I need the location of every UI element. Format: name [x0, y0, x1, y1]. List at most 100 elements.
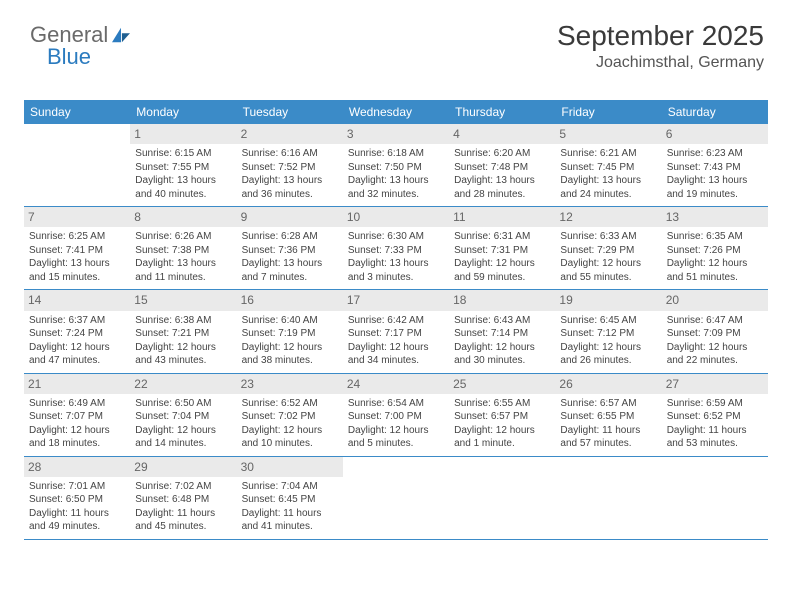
daylight-text: Daylight: 12 hours and 51 minutes. — [667, 257, 763, 284]
sunset-text: Sunset: 7:50 PM — [348, 161, 444, 175]
sunrise-text: Sunrise: 6:40 AM — [242, 314, 338, 328]
sunset-text: Sunset: 6:48 PM — [135, 493, 231, 507]
dow-friday: Friday — [555, 100, 661, 124]
daylight-text: Daylight: 12 hours and 1 minute. — [454, 424, 550, 451]
daylight-text: Daylight: 12 hours and 26 minutes. — [560, 341, 656, 368]
day-number: 6 — [662, 124, 768, 144]
calendar-cell: 2Sunrise: 6:16 AMSunset: 7:52 PMDaylight… — [237, 124, 343, 206]
day-number: 2 — [237, 124, 343, 144]
daylight-text: Daylight: 11 hours and 53 minutes. — [667, 424, 763, 451]
calendar-cell: 8Sunrise: 6:26 AMSunset: 7:38 PMDaylight… — [130, 207, 236, 289]
sunset-text: Sunset: 7:04 PM — [135, 410, 231, 424]
day-number: 3 — [343, 124, 449, 144]
calendar-cell: 11Sunrise: 6:31 AMSunset: 7:31 PMDayligh… — [449, 207, 555, 289]
calendar-cell: 30Sunrise: 7:04 AMSunset: 6:45 PMDayligh… — [237, 457, 343, 539]
calendar-cell: 17Sunrise: 6:42 AMSunset: 7:17 PMDayligh… — [343, 290, 449, 372]
day-number: 14 — [24, 290, 130, 310]
sunset-text: Sunset: 7:43 PM — [667, 161, 763, 175]
sunrise-text: Sunrise: 6:20 AM — [454, 147, 550, 161]
day-number: 9 — [237, 207, 343, 227]
daylight-text: Daylight: 11 hours and 49 minutes. — [29, 507, 125, 534]
calendar-cell: 28Sunrise: 7:01 AMSunset: 6:50 PMDayligh… — [24, 457, 130, 539]
sunset-text: Sunset: 7:31 PM — [454, 244, 550, 258]
day-number: 26 — [555, 374, 661, 394]
sunset-text: Sunset: 7:48 PM — [454, 161, 550, 175]
calendar-cell — [343, 457, 449, 539]
dow-sunday: Sunday — [24, 100, 130, 124]
sunset-text: Sunset: 6:45 PM — [242, 493, 338, 507]
calendar-cell: 24Sunrise: 6:54 AMSunset: 7:00 PMDayligh… — [343, 374, 449, 456]
sunset-text: Sunset: 7:17 PM — [348, 327, 444, 341]
daylight-text: Daylight: 11 hours and 57 minutes. — [560, 424, 656, 451]
sunset-text: Sunset: 7:02 PM — [242, 410, 338, 424]
daylight-text: Daylight: 13 hours and 36 minutes. — [242, 174, 338, 201]
page-title: September 2025 — [557, 20, 764, 52]
sunset-text: Sunset: 7:07 PM — [29, 410, 125, 424]
sunrise-text: Sunrise: 6:59 AM — [667, 397, 763, 411]
daylight-text: Daylight: 13 hours and 3 minutes. — [348, 257, 444, 284]
sunset-text: Sunset: 7:12 PM — [560, 327, 656, 341]
sunset-text: Sunset: 7:00 PM — [348, 410, 444, 424]
sunrise-text: Sunrise: 6:37 AM — [29, 314, 125, 328]
daylight-text: Daylight: 13 hours and 19 minutes. — [667, 174, 763, 201]
calendar-cell: 6Sunrise: 6:23 AMSunset: 7:43 PMDaylight… — [662, 124, 768, 206]
day-number: 29 — [130, 457, 236, 477]
daylight-text: Daylight: 13 hours and 32 minutes. — [348, 174, 444, 201]
dow-monday: Monday — [130, 100, 236, 124]
sunrise-text: Sunrise: 6:21 AM — [560, 147, 656, 161]
day-number: 19 — [555, 290, 661, 310]
day-number: 15 — [130, 290, 236, 310]
calendar-cell: 1Sunrise: 6:15 AMSunset: 7:55 PMDaylight… — [130, 124, 236, 206]
day-number: 21 — [24, 374, 130, 394]
daylight-text: Daylight: 12 hours and 47 minutes. — [29, 341, 125, 368]
daylight-text: Daylight: 13 hours and 11 minutes. — [135, 257, 231, 284]
daylight-text: Daylight: 13 hours and 7 minutes. — [242, 257, 338, 284]
calendar: Sunday Monday Tuesday Wednesday Thursday… — [24, 100, 768, 540]
calendar-cell: 12Sunrise: 6:33 AMSunset: 7:29 PMDayligh… — [555, 207, 661, 289]
dow-wednesday: Wednesday — [343, 100, 449, 124]
sunrise-text: Sunrise: 6:57 AM — [560, 397, 656, 411]
sunrise-text: Sunrise: 6:26 AM — [135, 230, 231, 244]
sunset-text: Sunset: 7:21 PM — [135, 327, 231, 341]
sunrise-text: Sunrise: 6:52 AM — [242, 397, 338, 411]
day-number: 7 — [24, 207, 130, 227]
week-row: 7 Sunrise: 6:25 AMSunset: 7:41 PM Daylight… — [24, 207, 768, 290]
daylight-text: Daylight: 12 hours and 10 minutes. — [242, 424, 338, 451]
calendar-cell — [662, 457, 768, 539]
dow-saturday: Saturday — [662, 100, 768, 124]
day-of-week-header: Sunday Monday Tuesday Wednesday Thursday… — [24, 100, 768, 124]
sunset-text: Sunset: 7:38 PM — [135, 244, 231, 258]
sunset-text: Sunset: 6:55 PM — [560, 410, 656, 424]
sunset-text: Sunset: 7:41 PM — [29, 244, 125, 258]
sunrise-text: Sunrise: 6:15 AM — [135, 147, 231, 161]
daylight-text: Daylight: 13 hours and 40 minutes. — [135, 174, 231, 201]
sunrise-text: Sunrise: 6:25 AM — [29, 230, 125, 244]
day-number: 17 — [343, 290, 449, 310]
day-number: 20 — [662, 290, 768, 310]
daylight-text: Daylight: 12 hours and 30 minutes. — [454, 341, 550, 368]
daylight-text: Daylight: 12 hours and 59 minutes. — [454, 257, 550, 284]
day-number: 1 — [130, 124, 236, 144]
calendar-cell: 20Sunrise: 6:47 AMSunset: 7:09 PMDayligh… — [662, 290, 768, 372]
sunset-text: Sunset: 6:52 PM — [667, 410, 763, 424]
calendar-cell: 26 Sunrise: 6:57 AMSunset: 6:55 PMDayligh… — [555, 374, 661, 456]
day-number: 24 — [343, 374, 449, 394]
sunset-text: Sunset: 7:09 PM — [667, 327, 763, 341]
day-number: 25 — [449, 374, 555, 394]
sunrise-text: Sunrise: 6:54 AM — [348, 397, 444, 411]
calendar-cell: 21Sunrise: 6:49 AMSunset: 7:07 PMDayligh… — [24, 374, 130, 456]
dow-thursday: Thursday — [449, 100, 555, 124]
calendar-cell: 19 Sunrise: 6:45 AMSunset: 7:12 PMDayligh… — [555, 290, 661, 372]
logo-sail-icon — [110, 26, 132, 44]
calendar-cell: 16Sunrise: 6:40 AMSunset: 7:19 PMDayligh… — [237, 290, 343, 372]
calendar-cell: 13Sunrise: 6:35 AMSunset: 7:26 PMDayligh… — [662, 207, 768, 289]
week-row: 28Sunrise: 7:01 AMSunset: 6:50 PMDayligh… — [24, 457, 768, 540]
sunset-text: Sunset: 7:24 PM — [29, 327, 125, 341]
week-row: 1Sunrise: 6:15 AMSunset: 7:55 PMDaylight… — [24, 124, 768, 207]
daylight-text: Daylight: 12 hours and 38 minutes. — [242, 341, 338, 368]
calendar-cell: 23Sunrise: 6:52 AMSunset: 7:02 PMDayligh… — [237, 374, 343, 456]
calendar-cell: 25Sunrise: 6:55 AMSunset: 6:57 PMDayligh… — [449, 374, 555, 456]
sunrise-text: Sunrise: 6:45 AM — [560, 314, 656, 328]
day-number: 4 — [449, 124, 555, 144]
daylight-text: Daylight: 12 hours and 43 minutes. — [135, 341, 231, 368]
